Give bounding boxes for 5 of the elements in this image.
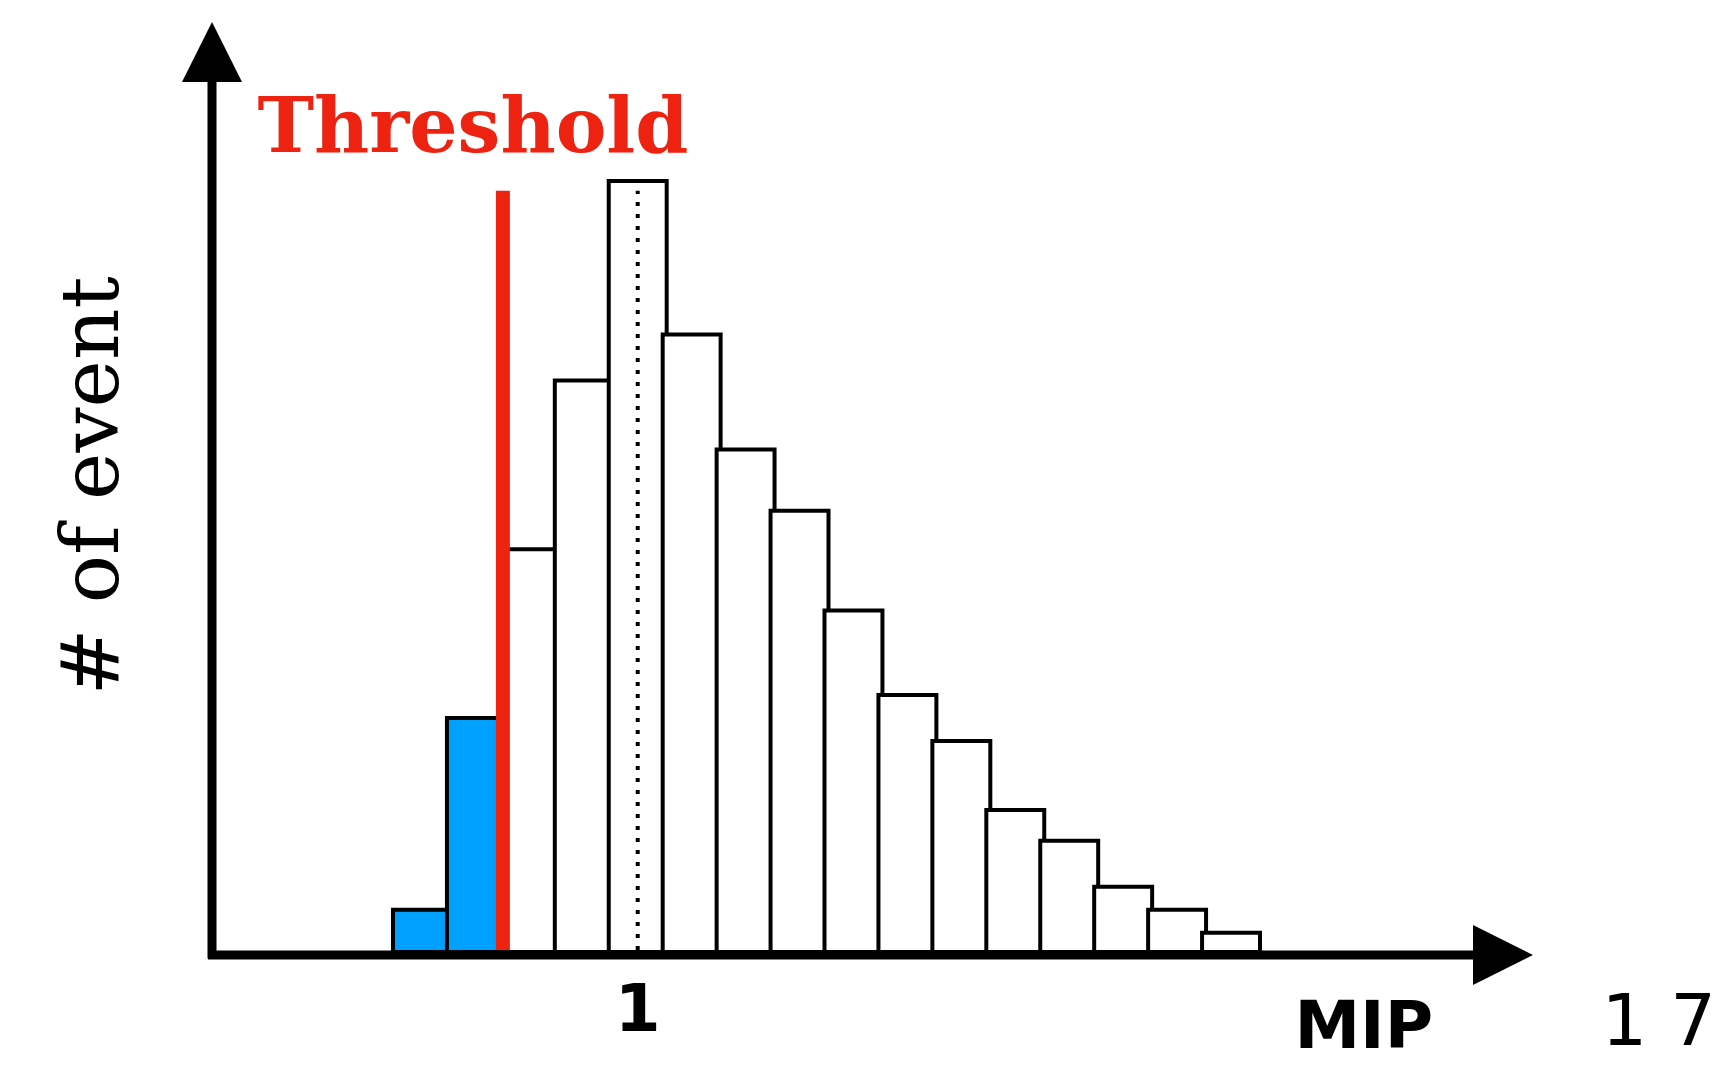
x-axis-title: MIP bbox=[1294, 986, 1433, 1064]
text: 1 7 bbox=[1601, 978, 1717, 1062]
y-axis-title: # of event bbox=[43, 276, 137, 696]
text: Threshold bbox=[257, 81, 689, 171]
x-tick-label: 1 bbox=[614, 969, 661, 1047]
